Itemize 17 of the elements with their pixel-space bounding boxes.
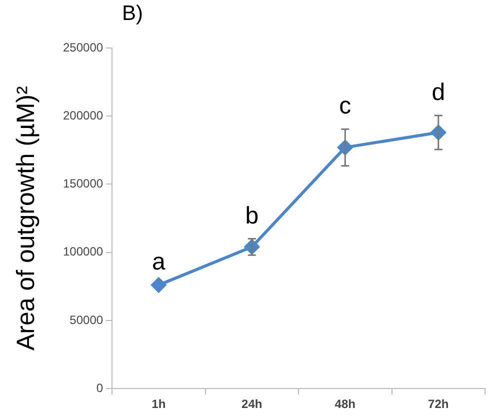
annotation: d: [432, 79, 446, 106]
y-axis-title: Area of outgrowth (µM)²: [12, 86, 40, 351]
x-tick-label: 72h: [428, 397, 449, 412]
y-tick-label: 0: [96, 380, 104, 395]
x-tick-label: 1h: [152, 397, 166, 412]
y-tick-label: 50000: [70, 312, 104, 327]
y-tick-label: 250000: [62, 40, 104, 54]
y-tick-label: 100000: [62, 244, 104, 259]
chart-title: B): [122, 2, 143, 26]
x-tick-label: 48h: [334, 397, 356, 412]
annotation: a: [152, 248, 166, 276]
y-tick-label: 150000: [62, 176, 104, 191]
y-tick-label: 200000: [62, 108, 104, 122]
annotation: c: [339, 92, 352, 120]
point: [151, 278, 166, 293]
annotation: b: [245, 202, 259, 230]
x-tick-label: 24h: [242, 397, 262, 412]
